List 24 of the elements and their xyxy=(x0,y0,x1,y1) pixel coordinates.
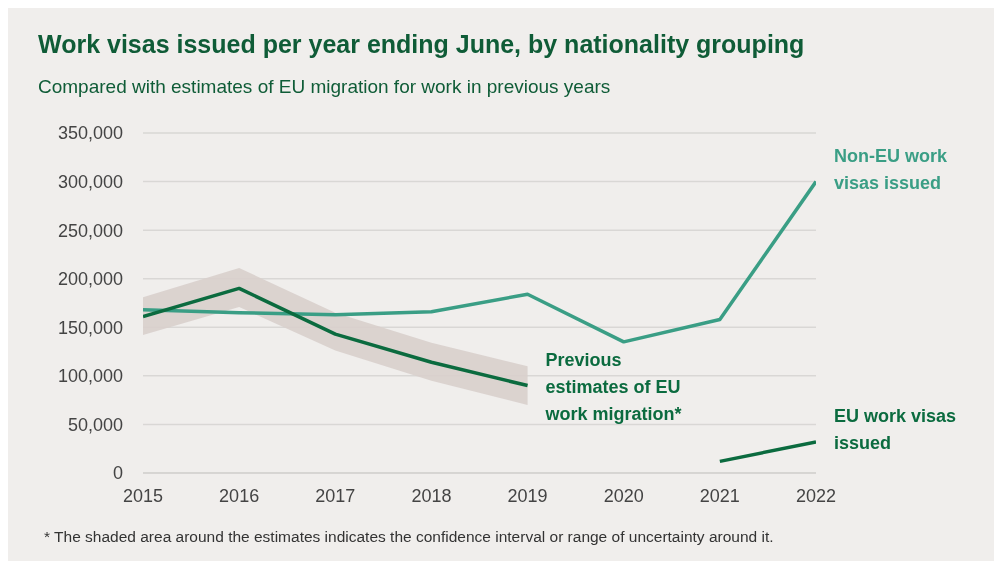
x-tick-label: 2019 xyxy=(507,485,548,506)
x-tick-label: 2022 xyxy=(795,485,837,506)
y-tick-label: 100,000 xyxy=(57,366,123,387)
x-tick-label: 2018 xyxy=(411,485,452,506)
chart-subtitle: Compared with estimates of EU migration for work in previous years xyxy=(38,76,611,98)
y-tick-label: 350,000 xyxy=(57,123,123,144)
y-tick-label: 200,000 xyxy=(57,269,123,290)
chart-title: Work visas issued per year ending June, by nationality grouping xyxy=(38,30,805,59)
y-tick-label: 0 xyxy=(112,463,123,484)
x-tick-label: 2020 xyxy=(603,485,644,506)
x-tick-label: 2015 xyxy=(122,485,164,506)
series-label: Non-EU work visas issued xyxy=(834,145,948,193)
y-tick-label: 50,000 xyxy=(67,414,123,435)
y-tick-label: 150,000 xyxy=(57,317,123,338)
y-tick-label: 300,000 xyxy=(57,171,123,192)
series-label: EU work visas issued xyxy=(834,405,957,453)
line-series xyxy=(143,286,530,388)
y-tick-label: 250,000 xyxy=(57,220,123,241)
text: * The shaded area around the estimates indicates the confidence interval or range of uncertainty around it. xyxy=(44,528,774,546)
x-tick-label: 2016 xyxy=(219,485,260,506)
x-tick-label: 2017 xyxy=(315,485,356,506)
x-tick-label: 2021 xyxy=(699,485,740,506)
line-series xyxy=(143,179,816,344)
series-label: Previous estimates of EU work migration* xyxy=(544,349,682,424)
